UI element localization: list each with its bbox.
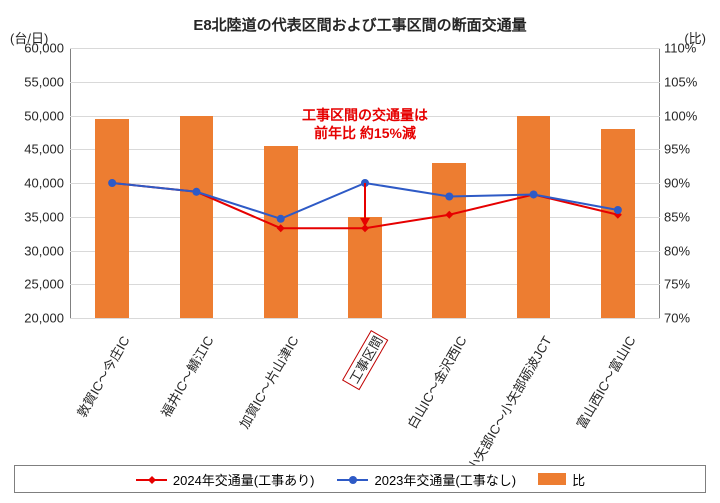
series-marker — [530, 190, 538, 198]
y2-tick: 110% — [664, 41, 710, 56]
legend-label: 2023年交通量(工事なし) — [374, 470, 516, 489]
y1-tick: 30,000 — [12, 243, 64, 258]
x-category-label: 福井IC～鯖江IC — [156, 332, 218, 420]
y2-tick: 70% — [664, 311, 710, 326]
annotation-arrow-head — [360, 218, 370, 227]
y1-tick: 50,000 — [12, 108, 64, 123]
y2-tick: 95% — [664, 142, 710, 157]
lines-layer — [70, 48, 660, 318]
x-category-label: 加賀IC～片山津IC — [234, 332, 302, 432]
x-category-label: 敦賀IC～今庄IC — [72, 332, 134, 420]
x-category-label: 白山IC～金沢西IC — [402, 332, 470, 432]
y2-tick: 100% — [664, 108, 710, 123]
chart-container: E8北陸道の代表区間および工事区間の断面交通量 (台/日) (比) 20,000… — [0, 0, 720, 503]
y1-tick: 60,000 — [12, 41, 64, 56]
plot-area: 20,00025,00030,00035,00040,00045,00050,0… — [70, 48, 660, 318]
y2-tick: 105% — [664, 74, 710, 89]
legend-item: 2024年交通量(工事あり) — [135, 470, 315, 489]
series-marker — [108, 179, 116, 187]
x-category-label: 富山西IC～富山IC — [571, 332, 639, 432]
series-marker — [192, 188, 200, 196]
highlight-category-box — [342, 330, 388, 390]
y1-tick: 25,000 — [12, 277, 64, 292]
legend-box-icon — [538, 473, 566, 485]
y1-tick: 45,000 — [12, 142, 64, 157]
y1-tick: 55,000 — [12, 74, 64, 89]
y2-tick: 85% — [664, 209, 710, 224]
series-marker — [277, 224, 285, 232]
y2-tick: 80% — [664, 243, 710, 258]
y1-tick: 20,000 — [12, 311, 64, 326]
y1-tick: 35,000 — [12, 209, 64, 224]
annotation-text: 工事区間の交通量は前年比 約15%減 — [285, 106, 445, 144]
legend-line-icon — [135, 473, 167, 485]
y2-tick: 90% — [664, 176, 710, 191]
chart-title: E8北陸道の代表区間および工事区間の断面交通量 — [0, 14, 720, 35]
legend-item: 2023年交通量(工事なし) — [336, 470, 516, 489]
series-marker — [445, 193, 453, 201]
x-category-label: 小矢部IC～小矢部砺波JCT — [462, 332, 555, 475]
series-marker — [445, 211, 453, 219]
legend-line-icon — [336, 473, 368, 485]
legend-label: 比 — [572, 470, 585, 489]
series-marker — [277, 215, 285, 223]
series-marker — [614, 206, 622, 214]
legend-label: 2024年交通量(工事あり) — [173, 470, 315, 489]
gridline — [70, 318, 660, 319]
legend: 2024年交通量(工事あり) 2023年交通量(工事なし) 比 — [14, 465, 706, 493]
y1-tick: 40,000 — [12, 176, 64, 191]
legend-item: 比 — [538, 470, 585, 489]
y2-tick: 75% — [664, 277, 710, 292]
